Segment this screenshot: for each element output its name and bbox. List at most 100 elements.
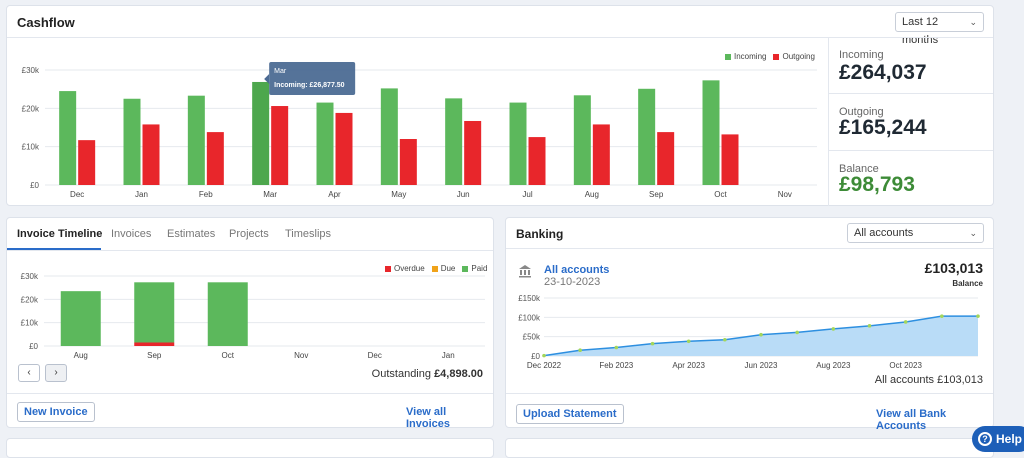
view-all-bank-accounts-link[interactable]: View all Bank Accounts [876,408,947,432]
period-select-value: Last 12 months [902,16,939,46]
tooltip-value: Incoming: £26,877.50 [274,82,345,89]
period-select[interactable]: Last 12 months ⌄ [895,12,984,46]
legend-swatch-overdue [385,265,391,272]
x-tick-label: Jun 2023 [745,361,778,370]
bar-incoming [702,80,720,185]
bar-outgoing [78,140,96,185]
invoice-card: Invoice Timeline Invoices Estimates Proj… [6,217,494,430]
bar-outgoing [528,137,546,185]
x-tick-label: Jun [457,190,470,199]
y-tick-label: £0 [29,342,38,351]
y-tick-label: £100k [518,313,541,322]
bar-incoming [638,88,656,185]
bar-incoming [123,98,141,185]
tooltip-arrow [264,74,270,84]
balance-value: £98,793 [839,173,915,196]
cashflow-title: Cashflow [17,15,75,30]
account-name-link[interactable]: All accounts [544,264,610,276]
chevron-left-icon: ‹ [27,367,31,378]
x-tick-label: Nov [778,190,792,199]
accounts-select-value: All accounts [854,227,914,239]
x-tick-label: Oct [714,190,727,199]
x-tick-label: Jul [522,190,532,199]
y-tick-label: £0 [531,352,540,361]
upload-statement-button[interactable]: Upload Statement [516,404,624,424]
bar-outgoing [399,139,417,185]
y-tick-label: £20k [21,295,39,304]
bar-outgoing [142,124,160,185]
y-tick-label: £20k [22,104,40,113]
x-tick-label: Oct 2023 [889,361,922,370]
balance-chart: £0 £50k £100k £150k Dec 2022 Feb 2023 Apr 2023… [518,294,980,370]
tab-projects[interactable]: Projects [229,228,269,240]
legend-label-incoming: Incoming [734,52,767,61]
x-tick-label: Nov [294,351,308,360]
divider [506,248,993,249]
legend-label-overdue: Overdue [394,264,425,273]
balance-point [614,345,619,350]
y-tick-label: £10k [22,143,40,152]
accounts-select[interactable]: All accounts ⌄ [847,223,984,243]
balance-point [976,314,980,318]
cashflow-chart: £0 £10k £20k £30k Dec Jan Feb Mar Apr May Jun Jul Au… [22,62,817,199]
chevron-right-icon: › [54,367,58,378]
account-balance-label: Balance [952,279,983,288]
banking-title: Banking [516,227,564,241]
legend-label-outgoing: Outgoing [782,52,815,61]
bank-icon [518,264,532,278]
bar-outgoing [271,106,289,185]
x-tick-label: Apr 2023 [672,361,705,370]
bar-paid [134,282,175,343]
balance-point [795,330,799,335]
divider [7,393,493,394]
bar-outgoing [464,120,482,185]
bar-outgoing [335,112,353,185]
legend-swatch-paid [462,265,469,272]
question-icon: ? [978,432,992,446]
x-tick-label: Dec [368,351,382,360]
legend-label-paid: Paid [471,264,488,273]
x-tick-label: May [391,190,406,199]
bar-incoming [445,98,463,185]
view-all-invoices-link[interactable]: View all Invoices [406,406,451,430]
bar-paid [207,282,248,346]
bar-incoming [187,95,205,185]
balance-label: Balance [839,163,879,175]
tab-invoices[interactable]: Invoices [111,228,152,240]
x-tick-label: Feb [199,190,213,199]
divider [506,393,993,394]
next-button[interactable]: › [45,364,67,382]
balance-point [759,332,763,337]
balance-point [940,314,944,318]
x-tick-label: Dec 2022 [527,361,562,370]
divider [7,37,993,38]
account-balance: £103,013 [924,260,983,276]
y-tick-label: £10k [21,319,39,328]
y-tick-label: £50k [523,333,541,342]
balance-point [867,324,872,328]
tab-invoice-timeline[interactable]: Invoice Timeline [17,228,103,240]
y-tick-label: £0 [30,181,39,190]
bar-incoming [509,102,527,185]
cashflow-legend: Incoming Outgoing [725,52,815,61]
outgoing-value: £165,244 [839,116,927,139]
balance-point [723,337,727,342]
help-button[interactable]: ? Help [972,426,1024,452]
legend-swatch-incoming [725,53,731,60]
balance-point [542,353,546,358]
help-label: Help [996,432,1023,446]
tab-estimates[interactable]: Estimates [167,228,216,240]
tab-timeslips[interactable]: Timeslips [285,228,332,240]
previous-button[interactable]: ‹ [18,364,40,382]
divider [829,150,993,151]
divider [829,93,993,94]
outstanding-summary: Outstanding £4,898.00 [372,368,483,380]
account-date: 23-10-2023 [544,276,601,288]
x-tick-label: Aug 2023 [816,361,851,370]
outstanding-label: Outstanding [371,368,431,380]
x-tick-label: Aug [585,190,599,199]
bar-incoming [59,91,77,185]
lower-card-right [505,438,994,458]
new-invoice-button[interactable]: New Invoice [17,402,95,422]
bar-overdue [134,342,175,346]
